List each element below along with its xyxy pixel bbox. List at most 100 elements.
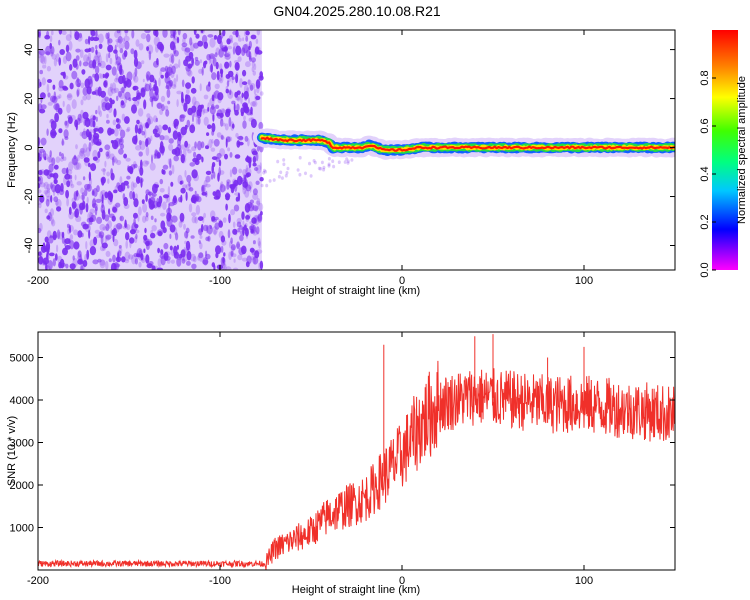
noise-speckle bbox=[197, 116, 201, 125]
noise-speckle bbox=[255, 200, 261, 205]
noise-speckle bbox=[110, 262, 117, 270]
noise-speckle bbox=[61, 30, 67, 35]
band-spread-speckle bbox=[298, 155, 302, 160]
noise-speckle bbox=[67, 224, 74, 233]
noise-speckle bbox=[126, 175, 131, 180]
noise-speckle bbox=[47, 101, 53, 106]
noise-speckle bbox=[47, 156, 53, 163]
noise-speckle bbox=[39, 182, 46, 188]
noise-speckle bbox=[156, 102, 162, 109]
noise-speckle bbox=[185, 240, 191, 251]
noise-speckle bbox=[84, 183, 91, 190]
noise-speckle bbox=[40, 54, 46, 65]
noise-speckle bbox=[232, 178, 238, 187]
noise-speckle bbox=[88, 47, 92, 53]
noise-speckle bbox=[169, 233, 172, 239]
noise-speckle bbox=[156, 152, 161, 159]
noise-speckle bbox=[119, 129, 126, 139]
noise-speckle bbox=[189, 124, 196, 134]
noise-speckle bbox=[146, 33, 151, 43]
noise-speckle bbox=[122, 37, 126, 45]
noise-speckle bbox=[213, 195, 220, 200]
spectrogram-y-tick-label: -20 bbox=[23, 189, 35, 205]
noise-speckle bbox=[233, 42, 239, 48]
noise-speckle bbox=[231, 100, 236, 105]
noise-speckle bbox=[191, 215, 197, 224]
noise-speckle bbox=[63, 176, 68, 186]
noise-speckle bbox=[124, 259, 130, 264]
noise-speckle bbox=[133, 138, 138, 146]
band-spread-speckle bbox=[346, 161, 350, 165]
noise-speckle bbox=[61, 153, 64, 160]
noise-speckle bbox=[99, 223, 106, 231]
noise-speckle bbox=[171, 164, 175, 175]
noise-speckle bbox=[212, 114, 215, 122]
noise-speckle bbox=[79, 49, 84, 58]
noise-speckle bbox=[240, 95, 243, 104]
noise-speckle bbox=[104, 191, 109, 199]
noise-speckle bbox=[200, 30, 204, 34]
noise-speckle bbox=[193, 30, 197, 36]
noise-speckle bbox=[38, 251, 42, 257]
noise-speckle bbox=[209, 106, 216, 115]
noise-speckle bbox=[255, 79, 261, 89]
noise-speckle bbox=[157, 230, 163, 237]
noise-speckle bbox=[191, 96, 197, 106]
noise-speckle bbox=[126, 126, 131, 132]
noise-speckle bbox=[142, 215, 147, 223]
noise-speckle bbox=[179, 219, 185, 224]
noise-speckle bbox=[255, 180, 260, 185]
noise-speckle bbox=[106, 119, 110, 124]
noise-speckle bbox=[171, 148, 178, 155]
noise-speckle bbox=[234, 230, 238, 236]
noise-speckle bbox=[224, 185, 227, 191]
noise-speckle bbox=[205, 84, 211, 92]
noise-speckle bbox=[100, 73, 104, 79]
noise-speckle bbox=[252, 188, 258, 196]
band-spread-speckle bbox=[327, 162, 331, 167]
noise-speckle bbox=[165, 85, 170, 90]
noise-speckle bbox=[102, 192, 109, 201]
noise-speckle bbox=[46, 83, 50, 93]
noise-speckle bbox=[148, 50, 152, 61]
noise-speckle bbox=[242, 186, 247, 195]
noise-speckle bbox=[188, 203, 193, 213]
noise-speckle bbox=[82, 61, 89, 67]
noise-speckle bbox=[79, 113, 82, 124]
noise-speckle bbox=[161, 146, 165, 156]
noise-speckle bbox=[225, 192, 230, 201]
noise-speckle bbox=[112, 233, 115, 243]
band-spread-speckle bbox=[331, 159, 335, 163]
noise-speckle bbox=[156, 58, 159, 66]
noise-speckle bbox=[224, 51, 231, 60]
noise-speckle bbox=[107, 86, 114, 97]
noise-speckle bbox=[44, 56, 47, 65]
noise-speckle bbox=[45, 198, 50, 207]
noise-speckle bbox=[195, 33, 200, 39]
noise-speckle bbox=[138, 206, 142, 216]
noise-speckle bbox=[212, 92, 216, 102]
noise-speckle bbox=[38, 203, 42, 209]
noise-speckle bbox=[138, 140, 142, 146]
noise-speckle bbox=[111, 82, 117, 91]
noise-speckle bbox=[154, 149, 158, 157]
noise-speckle bbox=[216, 70, 220, 81]
noise-speckle bbox=[115, 52, 118, 61]
noise-speckle bbox=[125, 232, 130, 241]
noise-speckle bbox=[184, 140, 189, 148]
noise-speckle bbox=[243, 43, 250, 54]
noise-speckle bbox=[211, 130, 215, 136]
noise-speckle bbox=[95, 198, 102, 203]
band-spread-speckle bbox=[284, 173, 288, 178]
noise-speckle bbox=[207, 124, 212, 129]
noise-speckle bbox=[189, 162, 196, 167]
noise-speckle bbox=[244, 203, 251, 213]
noise-speckle bbox=[96, 216, 103, 224]
noise-speckle bbox=[162, 124, 169, 131]
noise-speckle bbox=[75, 144, 78, 150]
noise-speckle bbox=[42, 64, 47, 69]
noise-speckle bbox=[207, 34, 214, 38]
noise-speckle bbox=[203, 116, 209, 126]
noise-speckle bbox=[65, 263, 69, 269]
